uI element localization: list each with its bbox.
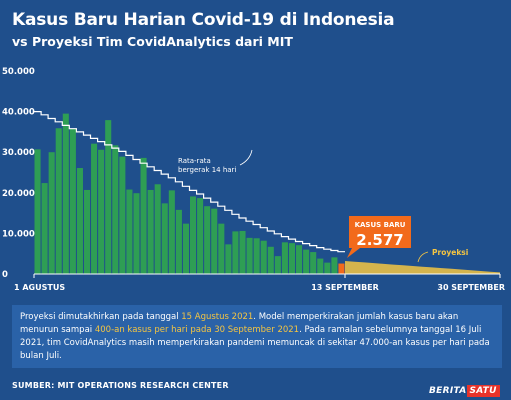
bar [317, 258, 324, 274]
bar [296, 245, 303, 274]
bar [98, 149, 105, 274]
moving-average-line [34, 111, 345, 253]
y-tick-label: 0 [2, 270, 8, 280]
projection-area [345, 261, 500, 274]
y-tick-label: 50.000 [2, 67, 35, 77]
bar [147, 189, 154, 274]
callout-value: 2.577 [356, 231, 403, 249]
caption-box: Proyeksi dimutakhirkan pada tanggal 15 A… [12, 305, 502, 368]
bar [34, 149, 41, 274]
projection-arrow [417, 251, 429, 263]
bar [55, 128, 62, 274]
caption-text-3: . Pada ramalan sebelumnya tanggal 16 Jul… [20, 325, 490, 361]
bar [126, 189, 133, 274]
moving-avg-arrow [239, 149, 253, 166]
bar [69, 128, 76, 274]
chart-title: Kasus Baru Harian Covid-19 di Indonesia [12, 10, 395, 30]
bar [154, 184, 161, 274]
caption-text-2: . Model memperkirakan jumlah kasus baru … [20, 312, 459, 335]
x-tick-label: 1 AGUSTUS [14, 283, 65, 292]
bar [239, 230, 246, 274]
bar [76, 168, 83, 274]
bar [48, 152, 55, 274]
bar [225, 244, 232, 274]
bar [119, 156, 126, 274]
bar [281, 242, 288, 274]
bar [112, 145, 119, 274]
bar [105, 120, 112, 274]
moving-avg-label-line1: Rata-rata [178, 157, 211, 165]
bar [190, 196, 197, 274]
caption-highlight-projection: 400-an kasus per hari pada 30 September … [94, 325, 300, 335]
bar [260, 240, 267, 274]
y-tick-label: 20.000 [2, 189, 35, 199]
caption-text-1: Proyeksi dimutakhirkan pada tanggal [20, 312, 182, 322]
bar [133, 193, 140, 274]
bar [204, 206, 211, 274]
x-tick-label: 13 SEPTEMBER [311, 283, 379, 292]
bar [197, 198, 204, 274]
bar [182, 223, 189, 274]
y-tick-label: 40.000 [2, 108, 35, 118]
bar [310, 252, 317, 274]
callout-title: KASUS BARU [355, 221, 406, 229]
bar [246, 237, 253, 274]
bar [331, 257, 338, 274]
bar [175, 209, 182, 274]
highlight-bar [338, 263, 345, 274]
moving-avg-label-line2: bergerak 14 hari [178, 166, 236, 174]
chart-subtitle: vs Proyeksi Tim CovidAnalytics dari MIT [12, 34, 293, 49]
callout-pointer [347, 248, 360, 258]
callout-box [349, 216, 411, 248]
y-tick-label: 30.000 [2, 148, 35, 158]
bar [83, 189, 91, 274]
bar [140, 157, 147, 274]
bar [324, 262, 331, 274]
logo-part-b: SATU [466, 385, 500, 397]
bar [288, 243, 296, 274]
y-tick-label: 10.000 [2, 229, 35, 239]
caption-highlight-date: 15 Agustus 2021 [181, 312, 254, 322]
bar [267, 246, 274, 274]
bar [161, 203, 168, 274]
chart-svg: 50.000 40.000 30.000 20.000 10.000 0 Rata-rata… [2, 67, 505, 292]
beritasatu-logo: BERITA SATU [429, 378, 507, 397]
projection-label: Proyeksi [432, 248, 468, 257]
bar [91, 143, 98, 274]
bar [211, 208, 218, 274]
bar [232, 231, 239, 274]
source-text: SUMBER: MIT OPERATIONS RESEARCH CENTER [12, 381, 229, 390]
bar [62, 113, 69, 274]
logo-part-a: BERITA [429, 386, 467, 396]
bar [303, 249, 310, 274]
bar [168, 190, 175, 274]
bar [41, 183, 48, 274]
bar [253, 238, 260, 274]
x-tick-label: 30 SEPTEMBER [437, 283, 505, 292]
bar [274, 256, 281, 274]
bar [218, 223, 225, 274]
title-block: Kasus Baru Harian Covid-19 di Indonesia … [12, 10, 395, 51]
